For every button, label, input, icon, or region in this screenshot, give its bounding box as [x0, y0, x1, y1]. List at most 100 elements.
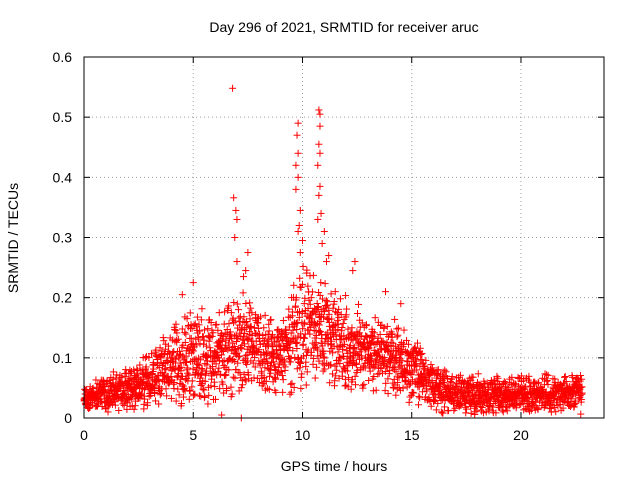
data-point	[246, 299, 254, 307]
data-point	[234, 334, 242, 342]
data-point	[111, 401, 119, 409]
data-point	[182, 359, 190, 367]
data-point	[441, 403, 449, 411]
data-point	[277, 367, 285, 375]
data-point	[355, 329, 363, 337]
data-point	[201, 326, 209, 334]
axis-ticks: 0 0.1 0.2 0.3 0.4 0.5 0.6 0 5 10 15 20	[53, 49, 604, 443]
data-point	[239, 273, 247, 281]
data-point	[199, 333, 207, 341]
data-point	[287, 329, 295, 337]
data-point	[333, 366, 341, 374]
data-point	[139, 378, 147, 386]
data-point	[180, 354, 188, 362]
data-point	[287, 380, 295, 388]
data-point	[372, 386, 380, 394]
data-point	[236, 352, 244, 360]
data-point	[440, 379, 448, 387]
data-point	[195, 354, 203, 362]
data-point	[159, 334, 167, 342]
data-point	[316, 291, 324, 299]
data-point	[383, 362, 391, 370]
data-point	[349, 267, 357, 275]
data-point	[177, 363, 185, 371]
data-point	[268, 354, 276, 362]
data-point	[204, 325, 212, 333]
data-point	[148, 350, 156, 358]
data-point	[496, 401, 504, 409]
data-point	[413, 366, 421, 374]
data-point	[320, 347, 328, 355]
data-point	[313, 363, 321, 371]
data-point	[364, 343, 372, 351]
data-point	[456, 371, 464, 379]
data-point	[292, 161, 300, 169]
data-point	[194, 335, 202, 343]
data-point	[525, 372, 533, 380]
data-point	[561, 379, 569, 387]
x-tick-label: 0	[80, 427, 88, 443]
data-point	[240, 313, 248, 321]
data-point	[301, 319, 309, 327]
data-point	[178, 325, 186, 333]
data-point	[350, 343, 358, 351]
data-point	[242, 299, 250, 307]
data-point	[287, 354, 295, 362]
data-point	[200, 336, 208, 344]
data-point	[314, 346, 322, 354]
data-point	[102, 404, 110, 412]
data-point	[275, 341, 283, 349]
data-point	[134, 370, 142, 378]
data-point	[170, 379, 178, 387]
data-point	[383, 322, 391, 330]
data-point	[206, 344, 214, 352]
data-point	[448, 379, 456, 387]
data-point	[185, 395, 193, 403]
data-point	[315, 191, 323, 199]
data-point	[541, 370, 549, 378]
data-point	[316, 122, 324, 130]
data-point	[198, 366, 206, 374]
data-point	[212, 360, 220, 368]
data-point	[89, 384, 97, 392]
data-point	[344, 325, 352, 333]
data-point	[291, 334, 299, 342]
data-point	[229, 373, 237, 381]
data-point	[232, 331, 240, 339]
data-point	[405, 398, 413, 406]
data-point	[473, 406, 481, 414]
data-point	[323, 258, 331, 266]
data-point	[186, 309, 194, 317]
data-point	[178, 291, 186, 299]
data-point	[181, 329, 189, 337]
data-point	[229, 84, 237, 92]
data-point	[227, 309, 235, 317]
data-point	[343, 305, 351, 313]
data-point	[252, 330, 260, 338]
data-point	[188, 377, 196, 385]
data-point	[365, 344, 373, 352]
data-point	[196, 340, 204, 348]
data-point	[216, 385, 224, 393]
data-point	[223, 384, 231, 392]
data-point	[297, 283, 305, 291]
data-point	[189, 347, 197, 355]
data-point	[327, 361, 335, 369]
data-point	[229, 339, 237, 347]
data-point	[214, 354, 222, 362]
data-point	[195, 392, 203, 400]
data-point	[312, 320, 320, 328]
data-point	[293, 338, 301, 346]
data-point	[191, 390, 199, 398]
data-point	[293, 131, 301, 139]
data-point	[470, 382, 478, 390]
data-point	[321, 280, 329, 288]
data-point	[240, 340, 248, 348]
data-point	[534, 406, 542, 414]
data-point	[382, 379, 390, 387]
data-point	[260, 324, 268, 332]
data-point	[403, 336, 411, 344]
data-point	[370, 329, 378, 337]
data-point	[362, 321, 370, 329]
